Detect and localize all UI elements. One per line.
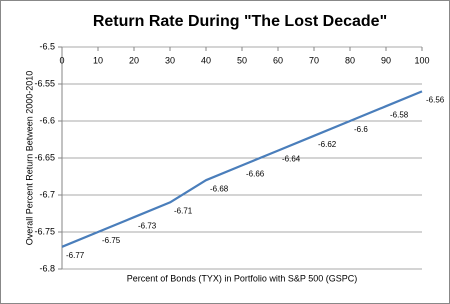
y-tick-label: -6.6 [39, 115, 55, 125]
data-label: -6.71 [174, 207, 193, 216]
x-tick-label: 0 [59, 55, 64, 65]
x-tick-label: 10 [93, 55, 103, 65]
data-label: -6.6 [354, 125, 368, 134]
x-tick-label: 70 [309, 55, 319, 65]
x-tick-label: 60 [273, 55, 283, 65]
data-label: -6.75 [102, 236, 121, 245]
data-label: -6.66 [246, 170, 265, 179]
data-label: -6.73 [138, 221, 157, 230]
y-axis-label: Overall Percent Return Between 2000-2010 [24, 71, 34, 246]
x-tick-label: 80 [345, 55, 355, 65]
y-tick-label: -6.55 [34, 78, 55, 88]
chart-title: Return Rate During "The Lost Decade" [93, 13, 387, 30]
data-label: -6.68 [210, 184, 229, 193]
y-tick-label: -6.8 [39, 263, 55, 273]
y-tick-label: -6.5 [39, 41, 55, 51]
y-tick-label: -6.65 [34, 152, 55, 162]
x-tick-label: 20 [129, 55, 139, 65]
x-tick-label: 100 [414, 55, 429, 65]
x-tick-label: 30 [165, 55, 175, 65]
data-label: -6.58 [390, 110, 409, 119]
x-tick-label: 40 [201, 55, 211, 65]
data-label: -6.62 [318, 140, 337, 149]
y-tick-label: -6.75 [34, 226, 55, 236]
data-label: -6.64 [282, 155, 301, 164]
data-label: -6.56 [426, 96, 445, 105]
x-tick-label: 90 [381, 55, 391, 65]
data-label: -6.77 [66, 251, 85, 260]
x-tick-label: 50 [237, 55, 247, 65]
data-line [61, 90, 423, 248]
y-tick-label: -6.7 [39, 189, 55, 199]
x-axis-label: Percent of Bonds (TYX) in Portfolio with… [127, 273, 357, 283]
